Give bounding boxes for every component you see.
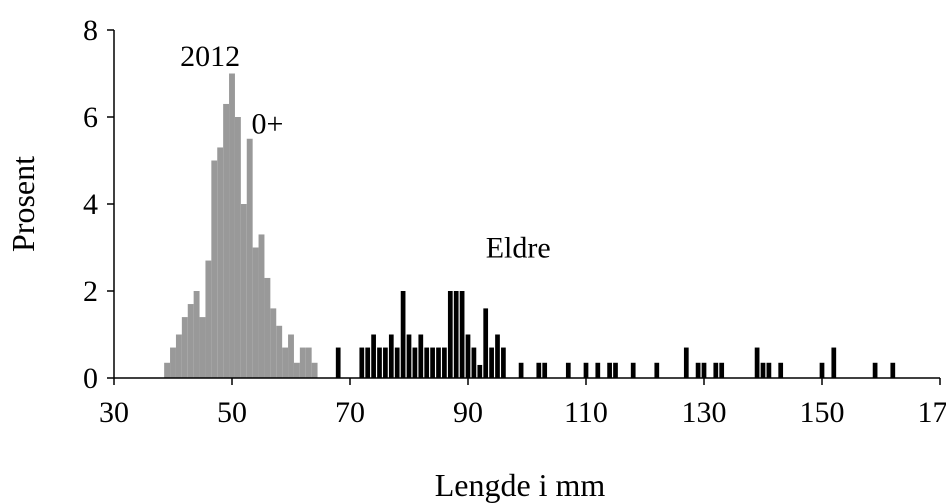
y-tick-label: 8: [83, 14, 98, 47]
bar-eldre-76: [383, 347, 388, 378]
bar-0plus-40: [170, 347, 176, 378]
bar-eldre-130: [701, 362, 707, 378]
x-tick-label: 90: [453, 396, 483, 429]
bar-eldre-159: [872, 362, 878, 378]
bar-0plus-57: [270, 308, 277, 378]
x-tick-label: 50: [217, 396, 247, 429]
bar-0plus-51: [234, 117, 241, 378]
bar-eldre-83: [424, 347, 430, 378]
bar-eldre-79: [400, 291, 406, 378]
y-tick-label: 6: [83, 101, 98, 134]
bar-eldre-127: [683, 347, 689, 378]
bar-eldre-95: [495, 334, 500, 378]
bar-eldre-94: [489, 347, 494, 378]
bar-eldre-82: [418, 334, 424, 378]
bar-eldre-140: [760, 362, 766, 378]
annotation-label: Eldre: [486, 232, 551, 265]
bar-eldre-89: [459, 291, 465, 378]
y-tick-label: 4: [83, 188, 98, 221]
bar-eldre-74: [371, 334, 376, 378]
y-axis-ticks: 0 2 4 6 8: [83, 14, 114, 395]
bar-0plus-52: [240, 204, 247, 378]
x-axis-title: Lengde i mm: [435, 467, 606, 503]
bar-0plus-62: [299, 347, 306, 378]
bar-eldre-118: [630, 362, 636, 378]
y-axis-title: Prosent: [5, 156, 41, 252]
bar-0plus-55: [258, 234, 265, 378]
bar-eldre-88: [453, 291, 459, 378]
bar-0plus-43: [187, 304, 194, 378]
bar-eldre-81: [412, 347, 418, 378]
bar-eldre-78: [394, 347, 400, 378]
bar-eldre-107: [565, 362, 571, 378]
bar-eldre-93: [483, 308, 489, 378]
x-tick-label: 110: [564, 396, 608, 429]
bar-0plus-50: [229, 73, 235, 378]
bar-eldre-86: [442, 347, 447, 378]
y-tick-label: 0: [83, 362, 98, 395]
bar-eldre-115: [613, 362, 618, 378]
x-tick-label: 170: [918, 396, 946, 429]
bar-eldre-133: [719, 362, 725, 378]
bar-eldre-103: [542, 362, 548, 378]
bar-0plus-41: [175, 334, 182, 378]
x-tick-label: 30: [99, 396, 129, 429]
bar-eldre-141: [766, 362, 772, 378]
bar-0plus-49: [223, 103, 230, 378]
bar-0plus-53: [246, 138, 253, 378]
bar-eldre-75: [377, 347, 382, 378]
bar-eldre-132: [713, 362, 719, 378]
x-axis-ticks: 30 50 70 90 110 130 150 170: [99, 378, 946, 429]
bar-0plus-56: [264, 277, 271, 378]
bar-eldre-114: [607, 362, 612, 378]
bar-eldre-96: [501, 347, 506, 378]
bar-eldre-77: [388, 334, 394, 378]
bar-eldre-84: [430, 347, 435, 378]
bar-eldre-85: [436, 347, 441, 378]
bar-0plus-54: [252, 247, 259, 378]
bar-0plus-63: [305, 347, 312, 378]
bar-eldre-143: [778, 362, 784, 378]
bar-eldre-150: [819, 362, 825, 378]
bar-eldre-99: [518, 362, 524, 378]
bar-eldre-87: [447, 291, 453, 378]
series-eldre-bars: [335, 291, 896, 378]
bar-eldre-152: [831, 347, 837, 378]
bar-0plus-47: [211, 160, 218, 378]
series-0plus-bars: [164, 73, 318, 378]
bar-0plus-48: [217, 147, 224, 378]
x-tick-label: 70: [335, 396, 365, 429]
bar-0plus-58: [276, 325, 283, 378]
bar-eldre-80: [406, 334, 412, 378]
annotation-label: 0+: [251, 108, 283, 141]
bar-eldre-102: [536, 362, 542, 378]
bar-eldre-91: [471, 347, 477, 378]
bar-0plus-42: [181, 317, 188, 378]
bar-0plus-61: [293, 362, 300, 378]
bar-eldre-139: [754, 347, 760, 378]
x-tick-label: 150: [800, 396, 845, 429]
bar-eldre-110: [583, 362, 589, 378]
bar-eldre-122: [654, 362, 660, 378]
bar-eldre-72: [359, 347, 365, 378]
bar-0plus-59: [282, 347, 289, 378]
bar-eldre-112: [595, 362, 601, 378]
bar-eldre-73: [365, 347, 371, 378]
y-tick-label: 2: [83, 275, 98, 308]
bar-eldre-90: [465, 334, 471, 378]
bar-eldre-92: [477, 364, 483, 378]
annotations: 2012 0+ Eldre: [180, 40, 551, 264]
bar-eldre-162: [890, 362, 896, 378]
bar-0plus-45: [199, 317, 206, 378]
bar-0plus-46: [205, 260, 212, 378]
bar-eldre-68: [335, 347, 341, 378]
bar-eldre-129: [695, 362, 701, 378]
annotation-label: 2012: [180, 40, 240, 73]
x-tick-label: 130: [682, 396, 727, 429]
bar-0plus-39: [164, 362, 171, 378]
bar-0plus-44: [193, 291, 200, 378]
bar-0plus-64: [311, 362, 318, 378]
bar-0plus-60: [288, 334, 294, 378]
